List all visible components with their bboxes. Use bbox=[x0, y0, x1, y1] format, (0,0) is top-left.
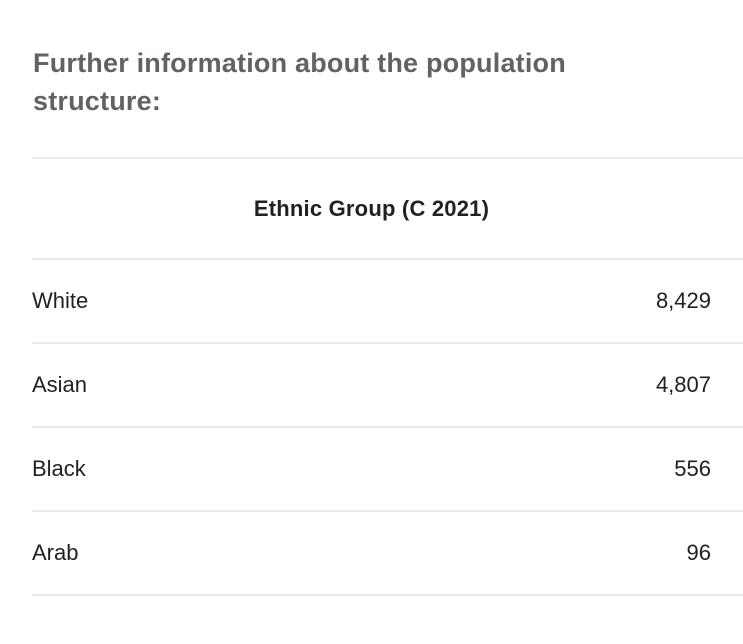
table-header-label: Ethnic Group (C 2021) bbox=[253, 195, 490, 221]
row-label: Arab bbox=[32, 540, 79, 565]
row-label: Black bbox=[32, 456, 86, 481]
row-value: 4,807 bbox=[655, 372, 711, 397]
page: Further information about the population… bbox=[0, 44, 743, 596]
table-row: Black 556 bbox=[32, 428, 743, 512]
table-row: White 8,429 bbox=[32, 260, 743, 344]
population-structure-table: Ethnic Group (C 2021) White 8,429 Asian 4,8… bbox=[32, 157, 743, 596]
row-value: 96 bbox=[686, 540, 711, 565]
page-title: Further information about the population… bbox=[33, 48, 566, 116]
table-row: Asian 4,807 bbox=[32, 344, 743, 428]
row-label: White bbox=[32, 288, 89, 313]
table-body: White 8,429 Asian 4,807 Black 556 Arab 96 bbox=[32, 260, 743, 596]
row-label: Asian bbox=[32, 372, 88, 397]
row-value: 8,429 bbox=[655, 288, 711, 313]
table-row: Arab 96 bbox=[32, 512, 743, 596]
table-header-row: Ethnic Group (C 2021) bbox=[32, 159, 743, 260]
row-value: 556 bbox=[674, 456, 711, 481]
